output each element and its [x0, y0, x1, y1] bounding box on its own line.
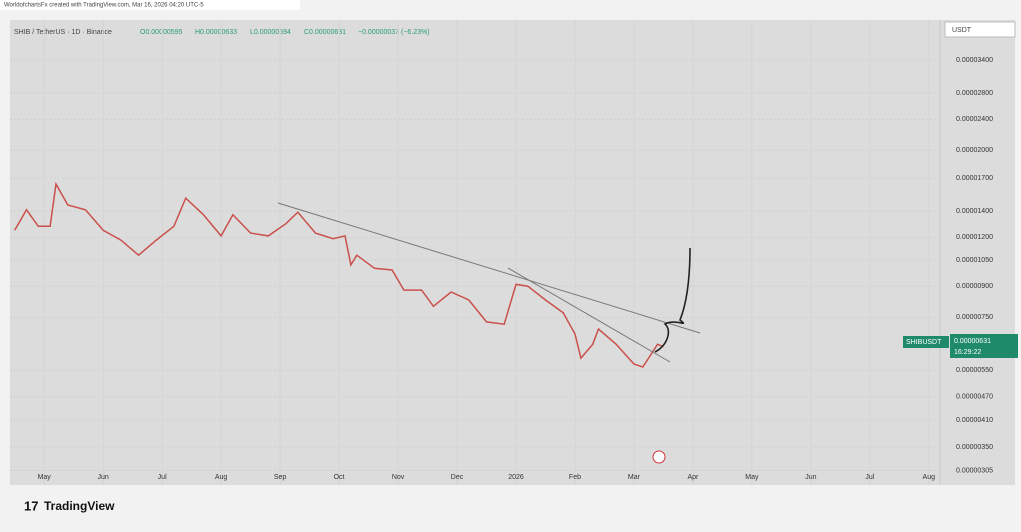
y-tick-label: 0.00001400 — [956, 208, 993, 215]
y-tick-label: 0.00000350 — [956, 444, 993, 451]
y-tick-label: 0.00001050 — [956, 257, 993, 264]
x-tick-label: Jul — [865, 474, 874, 481]
trend-line — [277, 202, 701, 334]
price-tag-symbol: SHIBUSDT — [906, 339, 942, 346]
y-tick-label: 0.00001700 — [956, 175, 993, 182]
x-tick-label: Oct — [334, 474, 345, 481]
y-tick-label: 0.00002800 — [956, 90, 993, 97]
y-tick-label: 0.00000550 — [956, 367, 993, 374]
y-tick-label: 0.00000470 — [956, 394, 993, 401]
x-tick-label: Sep — [274, 474, 287, 481]
x-tick-label: Aug — [215, 474, 228, 481]
x-tick-label: Jul — [158, 474, 167, 481]
low: L0.00000594 — [250, 29, 291, 36]
event-icon[interactable] — [652, 450, 666, 464]
close: C0.00000631 — [304, 29, 346, 36]
x-tick-label: Jun — [805, 474, 816, 481]
x-tick-label: 2026 — [508, 474, 524, 481]
y-tick-label: 0.00000750 — [956, 314, 993, 321]
x-tick-label: May — [38, 474, 52, 481]
watermark: WorldofchartsFx created with TradingView… — [4, 3, 204, 9]
price-tag-box — [950, 334, 1018, 358]
currency-box[interactable] — [944, 21, 1016, 38]
x-tick-label: Aug — [923, 474, 936, 481]
open: O0.00000595 — [140, 29, 183, 36]
y-tick-label: 0.00000305 — [956, 467, 993, 474]
price-line — [14, 181, 664, 368]
plot: 0.00003400 0.00002800 0.00002400 0.00002000… — [10, 20, 993, 485]
y-tick-label: 0.00002000 — [956, 147, 993, 154]
trend-line — [507, 267, 671, 363]
currency[interactable]: USDT — [952, 27, 972, 34]
x-tick-label: Feb — [569, 474, 581, 481]
x-tick-label: Dec — [451, 474, 464, 481]
x-tick-label: Mar — [628, 474, 641, 481]
x-tick-label: May — [745, 474, 759, 481]
y-tick-label: 0.00002400 — [956, 116, 993, 123]
y-tick-label: 0.00003400 — [956, 57, 993, 64]
watermark-box — [0, 0, 300, 10]
change: −0.00000037 (−6.23%) — [358, 29, 430, 36]
high: H0.00000633 — [195, 29, 237, 36]
y-tick-label: 0.00000900 — [956, 283, 993, 290]
x-tick-label: Apr — [687, 474, 699, 481]
x-tick-label: Jun — [98, 474, 109, 481]
price-tag-countdown: 16:29:22 — [954, 349, 981, 356]
price-tag-symbol-box — [903, 336, 949, 348]
y-tick-label: 0.00001200 — [956, 234, 993, 241]
x-tick-label: Nov — [392, 474, 405, 481]
chart-panel — [10, 20, 1015, 485]
symbol: SHIB / TetherUS · 1D · Binance — [14, 29, 112, 36]
logo-mark: 17 — [24, 498, 38, 513]
brand: TradingView — [44, 499, 115, 513]
price-tag-price: 0.00000631 — [954, 338, 991, 345]
hand-drawn-arrow — [654, 247, 691, 353]
y-tick-label: 0.00000410 — [956, 417, 993, 424]
